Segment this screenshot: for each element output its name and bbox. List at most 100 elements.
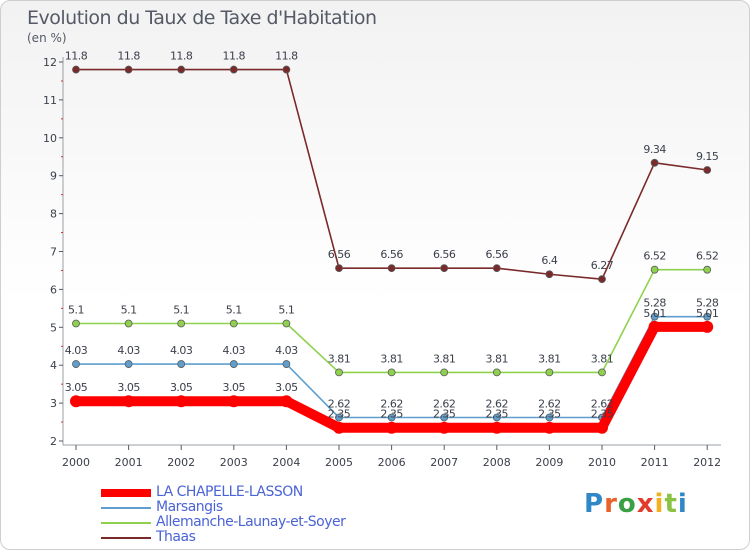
series-3-point [650,158,659,167]
series-3-data-label: 6.27 [591,259,614,272]
series-1-data-label: 4.03 [65,344,88,357]
series-2-data-label: 5.1 [226,304,242,317]
y-tick-label: 9 [50,170,57,183]
series-0-point [175,395,188,408]
series-0-data-label: 5.01 [696,307,719,320]
series-3-data-label: 11.8 [117,50,140,63]
y-tick-label: 11 [43,94,57,107]
logo-letter: t [664,489,678,519]
series-1-data-label: 4.03 [223,344,246,357]
unit-label: (en %) [27,31,67,45]
series-2-data-label: 3.81 [433,352,456,365]
series-2-data-label: 3.81 [538,352,561,365]
series-3-data-label: 6.56 [328,248,351,261]
legend-swatch [101,522,151,524]
series-1-point [177,360,186,368]
legend-label: Thaas [156,529,196,545]
series-3-data-label: 11.8 [223,50,246,63]
series-1-data-label: 2.62 [538,398,561,411]
series-3-point [282,65,291,74]
series-1-data-label: 4.03 [275,344,298,357]
legend-label: Marsangis [156,499,223,515]
series-3-data-label: 6.56 [380,248,403,261]
x-tick-label: 2009 [535,456,563,469]
x-tick-label: 2001 [115,456,143,469]
logo-letter: o [617,489,637,519]
series-2-point [335,368,343,377]
series-2-point [492,368,501,377]
series-2-point [650,265,659,274]
y-tick-label: 12 [43,56,57,69]
series-layer [70,65,714,434]
chart-title: Evolution du Taux de Taxe d'Habitation [27,7,377,29]
series-1-data-label: 4.03 [170,344,193,357]
legend-label: Allemanche-Launay-et-Soyer [156,514,346,530]
data-labels-layer: 11.8 11.8 11.8 11.8 11.8 6.56 6.56 6.56 6.56 6.4 6… [65,50,720,421]
x-tick-label: 2000 [62,456,90,469]
series-0-data-label: 3.05 [275,381,298,394]
series-2-point [387,368,396,377]
series-1-point [545,413,554,422]
series-2-point [598,368,606,377]
series-0-point [122,395,135,408]
series-1-data-label: 2.62 [591,398,614,411]
x-tick-label: 2007 [430,456,458,469]
y-tick-label: 4 [50,359,57,372]
series-3-data-label: 9.15 [696,150,719,163]
series-1-data-label: 5.28 [696,297,719,310]
series-3-data-label: 9.34 [643,143,666,156]
y-tick-label: 7 [50,246,57,259]
series-0-point [70,395,82,408]
series-1-data-label: 4.03 [117,344,140,357]
series-1-point [282,360,291,368]
series-0-point [596,421,608,434]
series-3-data-label: 6.56 [486,248,509,261]
series-3-point [598,275,606,284]
series-2-data-label: 6.52 [696,250,719,263]
series-0-data-label: 5.01 [643,307,666,320]
series-1-point [124,360,133,368]
logo-letter: r [604,489,618,519]
series-1-point [229,360,238,368]
logo-letter: P [584,489,605,519]
series-3-point [335,264,343,273]
x-tick-label: 2005 [325,456,353,469]
series-2-data-label: 3.81 [591,352,614,365]
series-2-point [229,319,238,328]
series-0-data-label: 2.35 [486,408,509,421]
series-2-point [124,319,133,328]
series-0-point [701,320,714,333]
series-0-point [385,421,398,434]
series-0-data-label: 2.35 [538,408,561,421]
series-0-data-label: 2.35 [433,408,456,421]
series-3-data-label: 6.56 [433,248,456,261]
series-0-point [490,421,503,434]
series-3-point [229,65,238,74]
series-0-data-label: 3.05 [223,381,246,394]
series-1-point [72,360,80,368]
series-2-data-label: 3.81 [380,352,403,365]
x-tick-label: 2008 [483,456,511,469]
series-2-point [282,319,291,328]
series-1-point [440,413,449,422]
series-0 [70,320,714,434]
x-tick-label: 2011 [641,456,669,469]
y-tick-label: 3 [50,397,57,410]
series-0-data-label: 3.05 [65,381,88,394]
series-0-point [543,421,556,434]
series-0-data-label: 2.35 [380,408,403,421]
logo-letter: i [654,489,665,519]
logo-letter: i [677,489,688,519]
series-1-point [703,312,712,321]
x-tick-label: 2004 [272,456,300,469]
series-1-data-label: 2.62 [486,398,509,411]
series-2-point [177,319,186,328]
x-tick-label: 2002 [167,456,195,469]
series-0-data-label: 2.35 [591,408,614,421]
series-1-data-label: 5.28 [643,297,666,310]
series-0-data-label: 3.05 [170,381,193,394]
series-3-data-label: 11.8 [170,50,193,63]
series-0-data-label: 3.05 [117,381,140,394]
series-3-point [177,65,186,74]
